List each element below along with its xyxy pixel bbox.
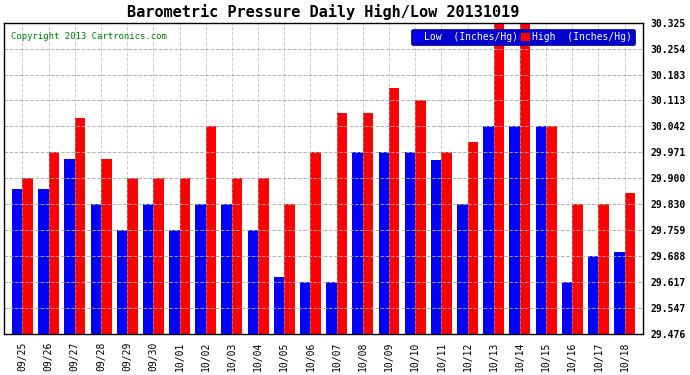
Bar (143, 204, 153, 334)
Bar (49, 153, 59, 334)
Bar (232, 178, 242, 334)
Bar (127, 178, 138, 334)
Bar (206, 126, 216, 334)
Bar (363, 113, 373, 334)
Bar (90, 204, 101, 334)
Bar (572, 204, 583, 334)
Bar (300, 282, 310, 334)
Bar (64, 159, 75, 334)
Bar (389, 88, 400, 334)
Bar (274, 278, 284, 334)
Bar (509, 126, 520, 334)
Bar (624, 193, 635, 334)
Bar (284, 204, 295, 334)
Bar (546, 126, 557, 334)
Bar (379, 153, 389, 334)
Bar (179, 178, 190, 334)
Bar (221, 204, 232, 334)
Bar (75, 118, 86, 334)
Bar (588, 256, 598, 334)
Bar (483, 126, 494, 334)
Bar (494, 23, 504, 334)
Bar (258, 178, 268, 334)
Bar (38, 189, 49, 334)
Text: Copyright 2013 Cartronics.com: Copyright 2013 Cartronics.com (10, 32, 166, 41)
Bar (614, 252, 624, 334)
Bar (562, 282, 572, 334)
Bar (12, 189, 23, 334)
Bar (117, 230, 127, 334)
Bar (468, 142, 478, 334)
Bar (310, 153, 321, 334)
Bar (535, 126, 546, 334)
Bar (520, 23, 531, 334)
Bar (457, 204, 468, 334)
Bar (23, 178, 33, 334)
Bar (248, 230, 258, 334)
Bar (169, 230, 179, 334)
Title: Barometric Pressure Daily High/Low 20131019: Barometric Pressure Daily High/Low 20131… (128, 4, 520, 20)
Bar (431, 160, 442, 334)
Bar (153, 178, 164, 334)
Bar (326, 282, 337, 334)
Bar (101, 159, 112, 334)
Bar (405, 153, 415, 334)
Legend: Low  (Inches/Hg), High  (Inches/Hg): Low (Inches/Hg), High (Inches/Hg) (411, 29, 635, 45)
Bar (442, 153, 452, 334)
Bar (195, 204, 206, 334)
Bar (415, 100, 426, 334)
Bar (337, 113, 347, 334)
Bar (353, 153, 363, 334)
Bar (598, 204, 609, 334)
